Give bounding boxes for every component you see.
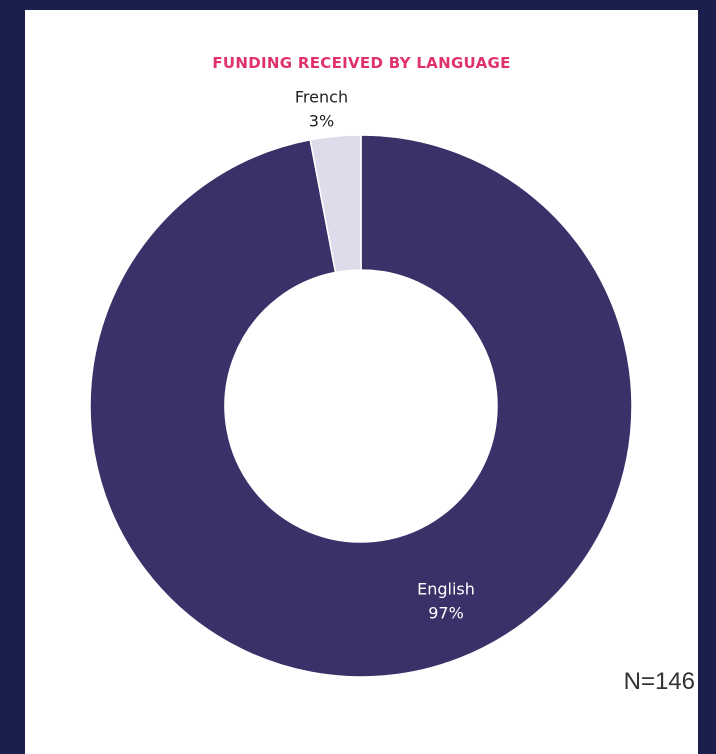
chart-title: FUNDING RECEIVED BY LANGUAGE [212,54,511,72]
slices-group [89,134,633,678]
slice-label-english: English [417,579,475,598]
slice-french [309,134,362,274]
slice-value-english: 97% [428,603,464,622]
labels-group: English 97% French 3% [295,87,475,622]
slice-value-french: 3% [309,111,334,130]
slice-english [89,134,633,678]
slice-label-french: French [295,87,348,106]
sample-size-label: N=146 [623,668,695,695]
